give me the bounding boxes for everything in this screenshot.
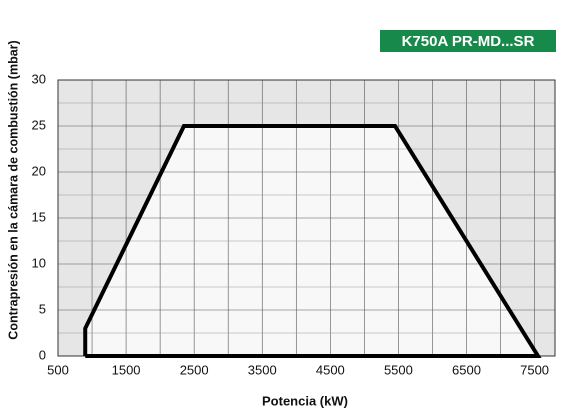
y-tick-label: 20 (32, 163, 46, 178)
x-tick-label: 1500 (112, 362, 141, 377)
x-tick-label: 2500 (180, 362, 209, 377)
x-tick-label: 7500 (520, 362, 549, 377)
badge-bg (380, 30, 556, 52)
x-axis-label: Potencia (kW) (262, 393, 348, 408)
y-axis-label: Contrapresión en la cámara de combustión… (6, 40, 20, 339)
y-tick-label: 15 (32, 209, 46, 224)
y-tick-label: 0 (39, 347, 46, 362)
y-tick-label: 5 (39, 301, 46, 316)
x-tick-label: 4500 (316, 362, 345, 377)
y-tick-label: 25 (32, 117, 46, 132)
x-tick-label: 6500 (452, 362, 481, 377)
x-tick-label: 3500 (248, 362, 277, 377)
y-tick-label: 10 (32, 255, 46, 270)
x-tick-label: 5500 (384, 362, 413, 377)
y-tick-label: 30 (32, 71, 46, 86)
field-line (83, 124, 542, 358)
x-tick-label: 500 (47, 362, 69, 377)
badge: K750A PR-MD...SR (402, 33, 535, 50)
